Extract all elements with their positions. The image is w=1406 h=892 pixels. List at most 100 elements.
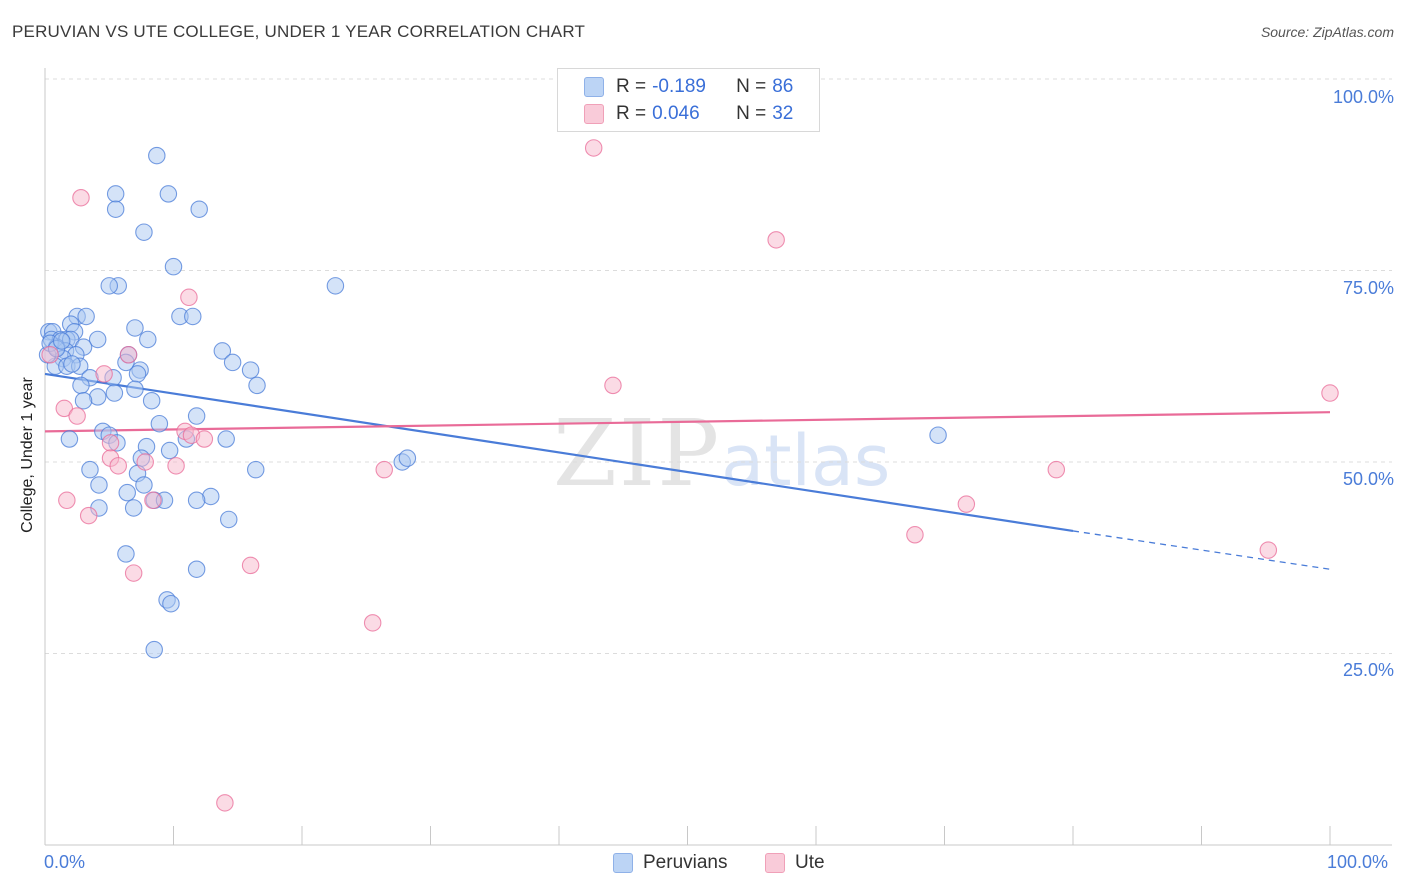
trend-lines (44, 372, 1331, 570)
point-peruvians (145, 640, 163, 659)
point-ute (180, 288, 198, 307)
point-ute (101, 434, 120, 452)
x-tick-label-max: 100.0% (1327, 852, 1389, 872)
bottom-legend-label-ute: Ute (795, 852, 825, 873)
point-peruvians (72, 376, 90, 395)
trend-line-peruvians (44, 372, 1074, 533)
point-peruvians (139, 330, 157, 349)
point-peruvians (187, 491, 206, 510)
point-ute (375, 460, 393, 479)
axes (44, 68, 1392, 846)
point-ute (363, 614, 382, 632)
legend-r-value: -0.189 (652, 76, 706, 97)
y-tick-label-100: 100.0% (1332, 87, 1394, 107)
trend-line-extension-peruvians (1072, 530, 1331, 570)
watermark-atlas: atlas (721, 420, 891, 502)
point-peruvians (90, 476, 108, 494)
legend-r-label: R = (616, 76, 647, 97)
stats-legend: R = -0.189 N = 86 R = 0.046 N = 32 (557, 68, 820, 132)
point-ute (906, 526, 924, 544)
point-ute (124, 564, 143, 582)
point-peruvians (187, 407, 206, 425)
trend-line-ute (44, 411, 1331, 433)
legend-n-value: 86 (772, 76, 794, 97)
point-peruvians (929, 426, 947, 444)
point-ute (119, 346, 138, 364)
point-ute (136, 453, 154, 471)
point-ute (95, 365, 113, 383)
y-tick-label-25: 25.0% (1342, 660, 1394, 680)
point-ute (55, 399, 74, 418)
point-peruvians (213, 342, 232, 360)
point-peruvians (160, 441, 179, 460)
point-peruvians (159, 185, 178, 203)
y-tick-label-75: 75.0% (1342, 278, 1394, 298)
legend-row-ute: R = 0.046 N = 32 (584, 102, 793, 126)
point-peruvians (88, 330, 107, 349)
y-tick-label-50: 50.0% (1342, 469, 1394, 489)
bottom-legend-swatch-ute (765, 853, 785, 873)
y-axis-label: College, Under 1 year (19, 377, 36, 533)
point-ute (167, 457, 185, 475)
point-peruvians (126, 319, 144, 337)
point-peruvians (74, 391, 93, 410)
legend-row-peruvians: R = -0.189 N = 86 (584, 75, 793, 99)
point-peruvians (106, 185, 125, 203)
point-ute (68, 407, 86, 425)
bottom-legend-label-peruvians: Peruvians (643, 852, 728, 873)
x-tick-label-min: 0.0% (44, 852, 86, 872)
legend-n-value: 32 (772, 103, 794, 124)
legend-n-label: N = (736, 103, 767, 124)
point-ute (79, 506, 98, 525)
point-peruvians (190, 200, 208, 218)
point-peruvians (148, 146, 166, 165)
point-peruvians (106, 200, 125, 218)
bottom-legend-swatch-peruvians (613, 853, 633, 873)
point-peruvians (100, 277, 119, 295)
point-ute (41, 346, 59, 364)
point-peruvians (77, 307, 95, 326)
point-peruvians (52, 332, 71, 350)
point-ute (1321, 384, 1339, 402)
point-peruvians (81, 460, 99, 479)
point-ute (241, 556, 260, 575)
point-peruvians (326, 277, 345, 295)
bottom-legend-ute: Ute (765, 852, 825, 874)
source-label: Source: ZipAtlas.com (1260, 24, 1394, 40)
point-ute (604, 376, 622, 395)
point-ute (58, 491, 76, 510)
point-peruvians (117, 545, 135, 563)
point-ute (957, 495, 976, 513)
point-peruvians (187, 560, 206, 578)
point-peruvians (241, 361, 260, 379)
point-peruvians (124, 499, 143, 517)
point-peruvians (248, 376, 266, 395)
point-peruvians (118, 483, 136, 502)
point-peruvians (150, 414, 169, 433)
point-ute (144, 491, 162, 510)
point-peruvians (142, 391, 161, 410)
point-peruvians (60, 430, 79, 448)
point-ute (109, 457, 127, 475)
point-peruvians (105, 384, 124, 402)
legend-swatch-ute (584, 104, 604, 124)
watermark: ZIPatlas (553, 400, 890, 507)
point-peruvians (217, 430, 235, 448)
legend-n-label: N = (736, 76, 767, 97)
point-ute (72, 188, 90, 207)
watermark-zip: ZIP (553, 400, 722, 507)
point-ute (1259, 541, 1278, 559)
point-peruvians (126, 380, 144, 398)
point-ute (767, 231, 785, 249)
point-peruvians (135, 223, 153, 241)
point-peruvians (135, 476, 153, 494)
point-ute (216, 794, 234, 812)
point-peruvians (164, 257, 183, 276)
point-ute (1047, 460, 1066, 479)
point-peruvians (223, 353, 242, 372)
data-points (38, 70, 1339, 812)
point-peruvians (398, 449, 417, 467)
point-peruvians (184, 307, 202, 326)
bottom-legend-peruvians: Peruvians (613, 852, 728, 874)
